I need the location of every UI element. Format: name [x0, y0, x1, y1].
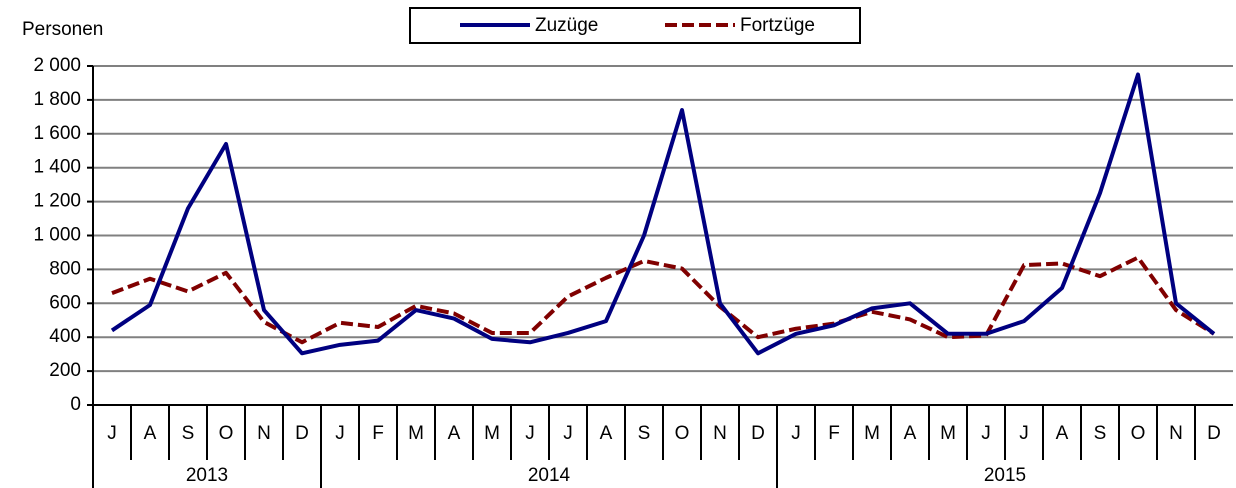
x-tick-label: S: [1094, 423, 1107, 444]
y-tick-label: 1 600: [33, 123, 81, 144]
x-tick-label: M: [408, 423, 424, 444]
y-tick-label: 0: [70, 394, 81, 415]
y-tick-label: 1 200: [33, 191, 81, 212]
x-group-label: 2014: [528, 465, 571, 486]
x-tick-label: F: [828, 423, 840, 444]
x-tick-label: N: [713, 423, 727, 444]
x-tick-label: M: [940, 423, 956, 444]
x-tick-label: D: [1207, 423, 1221, 444]
x-tick-label: M: [864, 423, 880, 444]
x-tick-label: S: [638, 423, 651, 444]
x-tick-label: J: [563, 423, 573, 444]
x-tick-label: J: [107, 423, 117, 444]
x-tick-label: J: [1019, 423, 1029, 444]
x-group-label: 2013: [186, 465, 228, 486]
x-tick-label: F: [372, 423, 384, 444]
y-tick-label: 1 800: [33, 89, 81, 110]
x-tick-label: J: [335, 423, 345, 444]
x-tick-label: O: [675, 423, 690, 444]
y-tick-label: 200: [49, 360, 81, 381]
y-tick-label: 2 000: [33, 55, 81, 76]
x-group-label: 2015: [984, 465, 1026, 486]
y-axis-label: Personen: [22, 19, 103, 40]
y-tick-label: 1 400: [33, 157, 81, 178]
x-tick-label: O: [219, 423, 234, 444]
y-tick-label: 800: [49, 258, 81, 279]
x-tick-label: A: [1056, 423, 1069, 444]
x-tick-label: M: [484, 423, 500, 444]
x-tick-label: A: [144, 423, 157, 444]
x-tick-label: J: [525, 423, 535, 444]
x-tick-label: O: [1131, 423, 1146, 444]
y-tick-label: 600: [49, 292, 81, 313]
legend-label: Zuzüge: [535, 15, 598, 36]
x-tick-label: A: [904, 423, 917, 444]
x-tick-label: D: [751, 423, 765, 444]
x-tick-label: N: [257, 423, 271, 444]
x-tick-label: J: [981, 423, 991, 444]
x-tick-label: A: [600, 423, 613, 444]
x-tick-label: N: [1169, 423, 1183, 444]
line-series: [110, 72, 1216, 356]
x-tick-label: A: [448, 423, 461, 444]
x-tick-label: J: [791, 423, 801, 444]
y-tick-label: 400: [49, 326, 81, 347]
x-tick-label: S: [182, 423, 195, 444]
x-tick-label: D: [295, 423, 309, 444]
legend-label: Fortzüge: [740, 15, 815, 36]
y-tick-label: 1 000: [33, 225, 81, 246]
line-series: [111, 255, 1216, 345]
